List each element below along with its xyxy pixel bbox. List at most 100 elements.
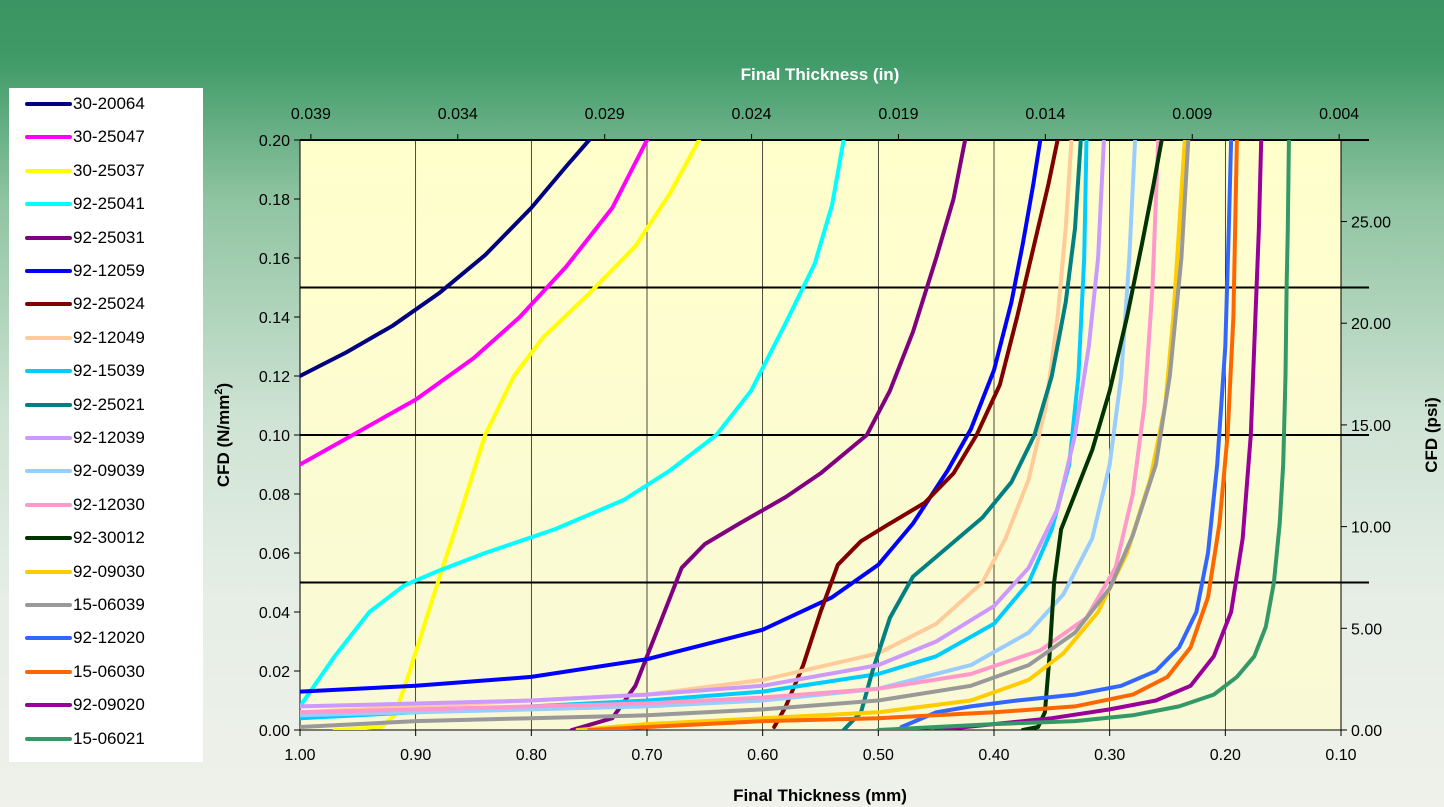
legend: 30-20064 30-25047 30-25037 92-25041 92-25031… xyxy=(9,88,203,762)
x-tick-label-top: 0.009 xyxy=(1172,106,1212,123)
x-tick-label-bottom: 0.40 xyxy=(978,747,1009,764)
y-tick-label-right: 20.00 xyxy=(1351,316,1391,333)
legend-item: 92-12030 xyxy=(9,494,203,516)
legend-label: 15-06021 xyxy=(73,728,145,748)
series-line-92-30012 xyxy=(1020,140,1164,730)
legend-label: 92-25024 xyxy=(73,294,145,314)
series-line-15-06030 xyxy=(587,140,1239,730)
legend-item: 92-12049 xyxy=(9,327,203,349)
legend-swatch xyxy=(25,569,72,574)
y-tick-label-right: 10.00 xyxy=(1351,520,1391,537)
legend-swatch xyxy=(25,603,72,607)
x-tick-label-bottom: 0.60 xyxy=(747,747,778,764)
y-tick-label-left: 0.18 xyxy=(259,192,290,209)
legend-label: 92-12039 xyxy=(73,428,145,447)
legend-swatch xyxy=(25,502,72,507)
legend-label: 92-12030 xyxy=(73,494,145,514)
legend-item: 92-12059 xyxy=(9,260,203,282)
y-tick-label-left: 0.14 xyxy=(259,310,290,327)
series-line-30-25047 xyxy=(300,140,649,467)
y-tick-label-left: 0.02 xyxy=(259,664,290,681)
legend-label: 92-09020 xyxy=(73,695,145,715)
legend-item: 30-25037 xyxy=(9,160,203,182)
x-axis-title-top: Final Thickness (in) xyxy=(741,65,900,84)
legend-item: 92-25041 xyxy=(9,193,203,215)
series-line-92-25041 xyxy=(300,140,846,709)
legend-swatch xyxy=(25,269,72,273)
y-tick-label-right: 0.00 xyxy=(1351,723,1382,740)
legend-label: 30-25047 xyxy=(73,127,145,147)
y-tick-label-left: 0.10 xyxy=(259,428,290,445)
legend-swatch xyxy=(25,235,72,240)
legend-label: 92-09039 xyxy=(73,461,145,481)
series-line-92-12020 xyxy=(899,140,1234,729)
x-tick-label-bottom: 0.30 xyxy=(1094,747,1125,764)
legend-item: 30-20064 xyxy=(9,93,203,115)
series-line-92-25031 xyxy=(569,140,968,730)
legend-item: 15-06039 xyxy=(9,594,203,616)
series-line-92-12030 xyxy=(300,140,1161,715)
series-line-92-09030 xyxy=(575,140,1187,730)
legend-item: 92-09039 xyxy=(9,460,203,482)
legend-swatch xyxy=(25,168,72,173)
legend-item: 92-12039 xyxy=(9,427,203,449)
y-tick-label-left: 0.16 xyxy=(259,251,290,268)
legend-swatch xyxy=(25,669,72,674)
x-tick-label-bottom: 0.70 xyxy=(631,747,662,764)
y-tick-label-left: 0.06 xyxy=(259,546,290,563)
legend-label: 92-25031 xyxy=(73,227,145,247)
legend-label: 92-25041 xyxy=(73,194,145,214)
legend-label: 92-12059 xyxy=(73,261,145,280)
legend-item: 92-25031 xyxy=(9,227,203,249)
legend-item: 92-09030 xyxy=(9,561,203,583)
x-tick-label-bottom: 0.20 xyxy=(1210,747,1241,764)
y-tick-label-left: 0.08 xyxy=(259,487,290,504)
x-tick-label-top: 0.014 xyxy=(1025,106,1065,123)
series-line-92-12059 xyxy=(300,140,1043,694)
x-tick-label-bottom: 0.80 xyxy=(516,747,547,764)
legend-item: 92-30012 xyxy=(9,527,203,549)
legend-swatch xyxy=(25,636,72,641)
legend-swatch xyxy=(25,102,72,106)
legend-swatch xyxy=(25,703,72,708)
legend-swatch xyxy=(25,369,72,374)
legend-item: 92-15039 xyxy=(9,360,203,382)
legend-label: 15-06039 xyxy=(73,595,145,614)
x-tick-label-top: 0.024 xyxy=(732,106,772,123)
legend-swatch xyxy=(25,436,72,440)
y-axis-title-left: CFD (N/mm2) xyxy=(213,383,233,487)
legend-item: 92-09020 xyxy=(9,694,203,716)
legend-label: 30-25037 xyxy=(73,160,145,180)
y-tick-label-right: 5.00 xyxy=(1351,621,1382,638)
legend-swatch xyxy=(25,335,72,340)
legend-item: 92-12020 xyxy=(9,627,203,649)
x-tick-label-bottom: 0.10 xyxy=(1325,747,1356,764)
series-line-92-09039 xyxy=(300,140,1138,718)
legend-label: 92-09030 xyxy=(73,561,145,581)
legend-item: 30-25047 xyxy=(9,126,203,148)
legend-label: 92-30012 xyxy=(73,528,145,548)
legend-swatch xyxy=(25,302,72,307)
x-tick-label-bottom: 0.50 xyxy=(863,747,894,764)
legend-swatch xyxy=(25,736,72,741)
series-line-30-20064 xyxy=(300,140,592,378)
legend-swatch xyxy=(25,536,72,541)
y-tick-label-right: 25.00 xyxy=(1351,215,1391,232)
legend-swatch xyxy=(25,469,72,474)
x-tick-label-top: 0.019 xyxy=(878,106,918,123)
series-line-15-06021 xyxy=(876,140,1291,730)
x-tick-label-top: 0.004 xyxy=(1319,106,1359,123)
series-line-92-12039 xyxy=(300,140,1106,709)
series-line-92-09020 xyxy=(934,140,1264,730)
x-axis-title-bottom: Final Thickness (mm) xyxy=(733,786,907,805)
legend-label: 92-15039 xyxy=(73,361,145,381)
legend-swatch xyxy=(25,402,72,407)
x-tick-label-top: 0.029 xyxy=(585,106,625,123)
legend-label: 15-06030 xyxy=(73,661,145,681)
legend-swatch xyxy=(25,135,72,140)
x-tick-label-top: 0.039 xyxy=(291,106,331,123)
legend-label: 92-12020 xyxy=(73,628,145,648)
legend-item: 92-25021 xyxy=(9,394,203,416)
x-tick-label-bottom: 1.00 xyxy=(284,747,315,764)
